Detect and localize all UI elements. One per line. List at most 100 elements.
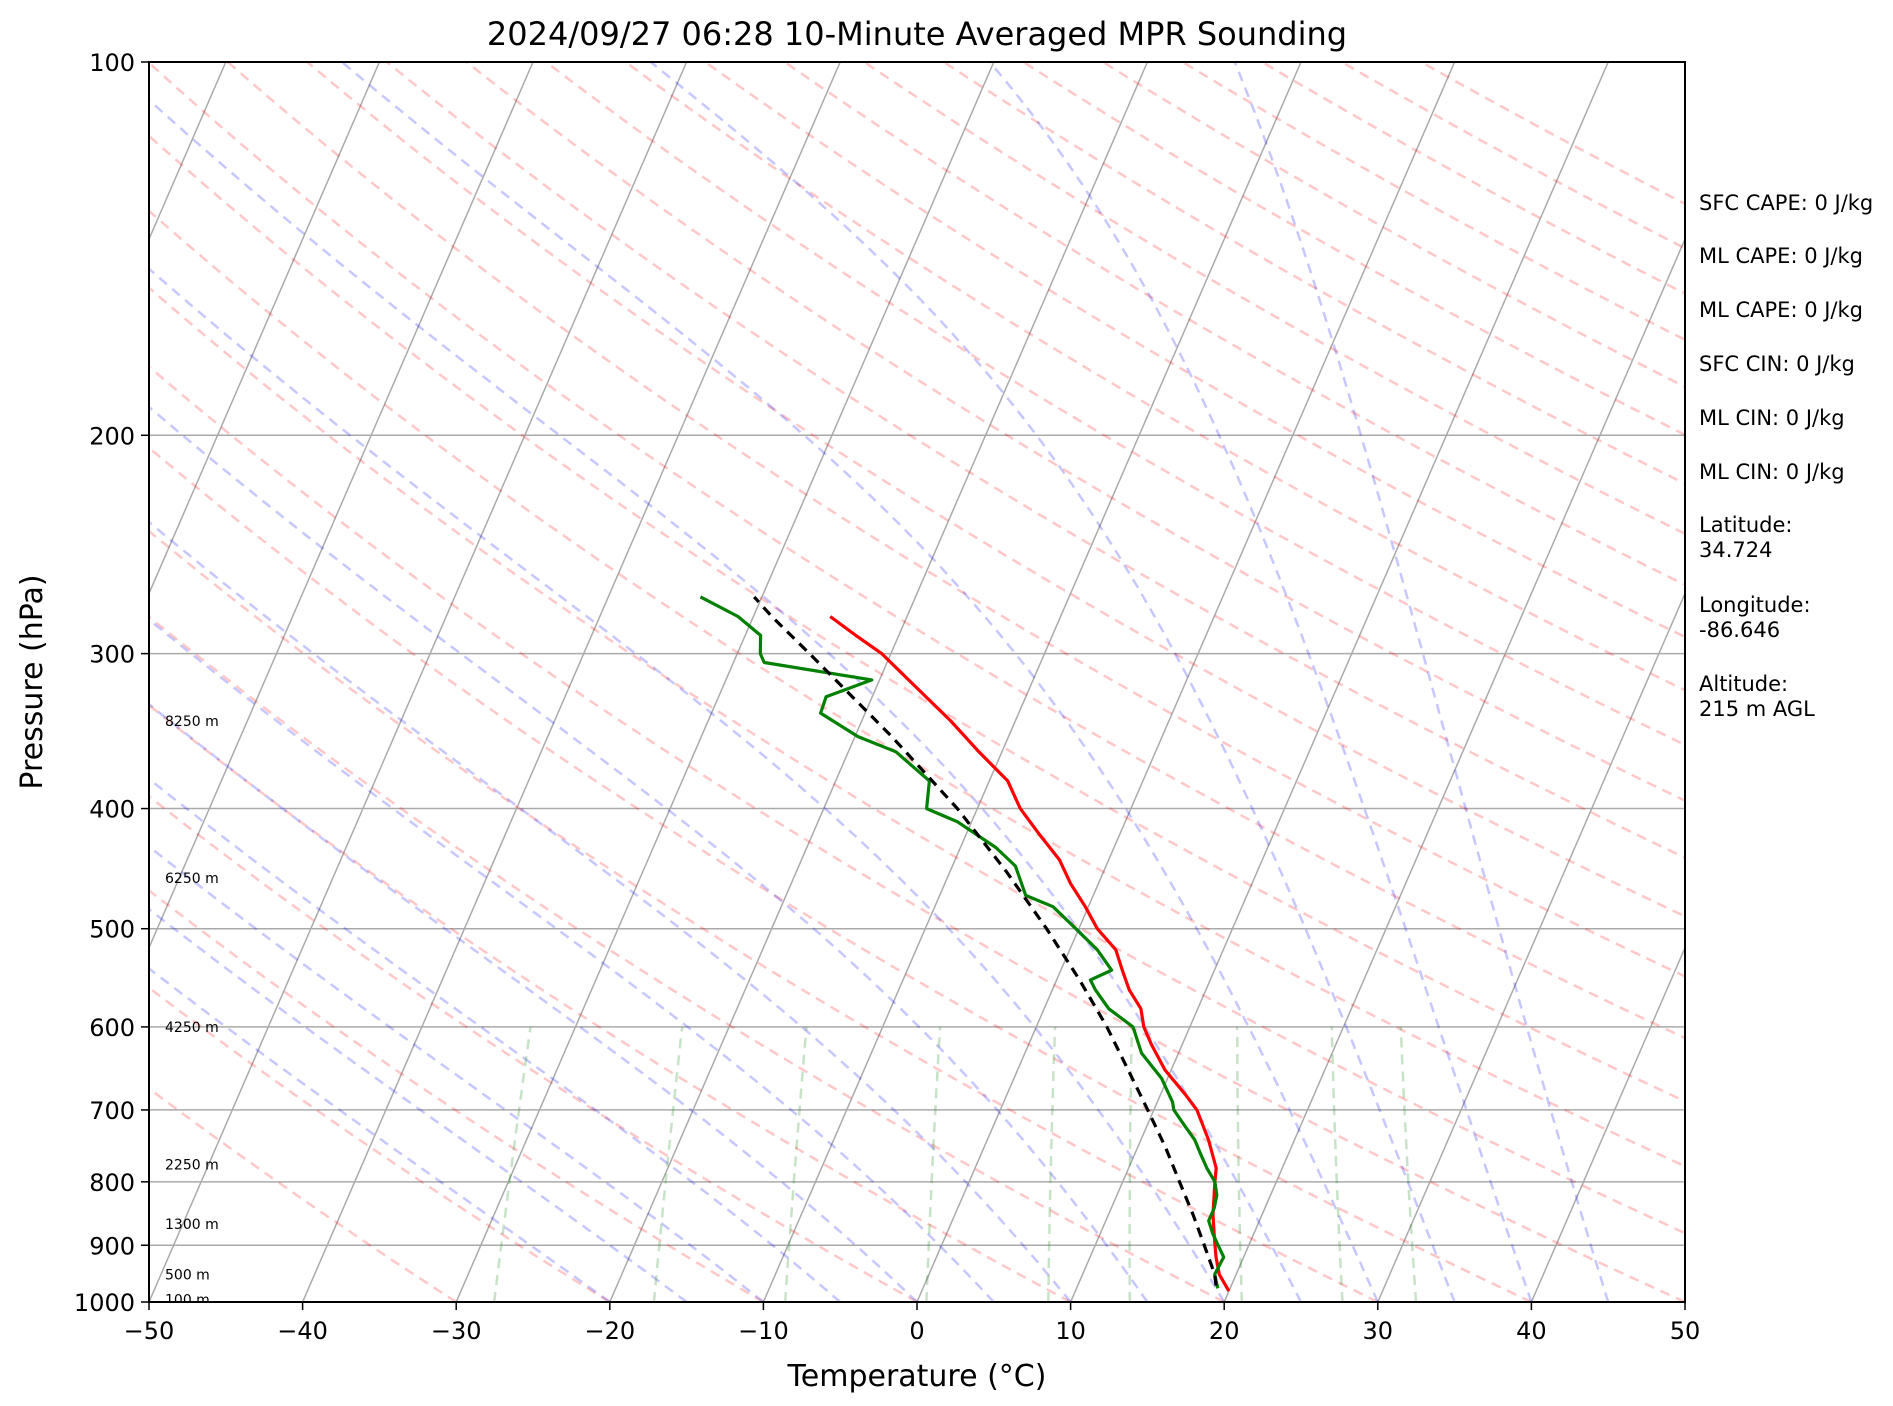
x-tick-label: 30 [1363,1317,1394,1345]
dry-adiabat-line [149,986,611,1302]
info-panel-item: ML CIN: 0 J/kg [1699,460,1845,485]
x-tick-label: −40 [277,1317,328,1345]
dry-adiabat-line [149,446,1532,1302]
dry-adiabat-line [943,62,1685,486]
x-tick-label: −20 [584,1317,635,1345]
x-tick-label: −50 [124,1317,175,1345]
height-label: 2250 m [165,1158,219,1174]
moist-adiabat-line [149,845,765,1302]
info-panel-item: ML CIN: 0 J/kg [1699,406,1845,431]
isotherm-line [149,62,688,1302]
parcel-path-line [753,595,1218,1286]
height-label: 8250 m [165,714,219,730]
x-tick-label: −10 [738,1317,789,1345]
info-panel-item: ML CAPE: 0 J/kg [1699,244,1863,269]
x-tick-label: 10 [1055,1317,1086,1345]
dry-adiabat-line [149,209,1685,1168]
isotherm-line [301,62,841,1302]
dry-adiabat-line [783,62,1685,587]
info-panel-line: ML CAPE: 0 J/kg [1699,298,1864,322]
moist-adiabat-line [149,520,1072,1302]
dry-adiabat-line [624,62,1685,692]
moist-adiabat-line [149,618,995,1302]
moist-adiabat-line [149,267,1226,1302]
moist-adiabat-line [341,62,1379,1302]
y-axis-label: Pressure (hPa) [15,574,50,789]
moist-adiabat-line [149,98,1303,1302]
isotherm-line [1069,62,1609,1302]
info-panel-line: 215 m AGL [1699,697,1815,721]
isotherm-line [149,62,534,950]
x-tick-label: 20 [1209,1317,1240,1345]
dry-adiabat-line [149,134,1685,1103]
info-panel-item: Longitude: -86.646 [1699,593,1811,643]
dry-adiabat-line [149,529,1379,1302]
y-tick-label: 200 [89,422,135,450]
moist-adiabat-line [149,702,918,1302]
x-tick-label: −30 [431,1317,482,1345]
info-panel-item: SFC CAPE: 0 J/kg [1699,191,1873,216]
temperature-profile-line [829,615,1231,1292]
dry-adiabat-line [1102,62,1685,389]
height-label: 6250 m [165,871,219,887]
x-axis-label: Temperature (°C) [787,1359,1047,1394]
grid-layer [149,62,1685,1302]
info-panel-line: Altitude: [1699,672,1789,696]
y-tick-label: 300 [89,641,135,669]
height-label: 500 m [165,1267,210,1283]
y-tick-label: 1000 [74,1289,135,1317]
mixing-ratio-line [652,1026,684,1302]
dry-adiabat-line [149,365,1685,1302]
mixing-ratio-line [1128,1026,1134,1302]
info-panel-item: Latitude: 34.724 [1699,513,1793,563]
moist-adiabat-line [149,777,842,1302]
isotherm-line [455,62,995,1302]
moist-adiabat-line [149,405,1149,1302]
info-panel-item: SFC CIN: 0 J/kg [1699,352,1855,377]
y-tick-label: 100 [89,49,135,77]
y-tick-label: 600 [89,1014,135,1042]
dry-adiabat-line [149,615,1225,1302]
dry-adiabat-line [149,794,918,1302]
dry-adiabat-line [226,62,1685,978]
info-panel-item: Altitude: 215 m AGL [1699,672,1815,722]
dry-adiabat-line [1181,62,1685,342]
dry-adiabat-line [149,62,1685,1040]
dewpoint-profile-line [699,595,1226,1289]
moist-adiabat-line [149,907,688,1302]
chart-title: 2024/09/27 06:28 10-Minute Averaged MPR … [487,15,1347,53]
isotherm-line [609,62,1149,1302]
height-label: 1300 m [165,1217,219,1233]
x-tick-label: 40 [1516,1317,1547,1345]
mixing-ratio-line [492,1026,532,1302]
moist-adiabat-line [149,966,611,1302]
mixing-ratio-line [1047,1026,1057,1302]
tick-layer: −50 −40 −30 −20 −10 0 10 20 30 40 50 100 200 300 400 50… [74,49,1700,1345]
y-tick-label: 800 [89,1169,135,1197]
info-panel-line: ML CAPE: 0 J/kg [1699,244,1864,268]
dry-adiabat-line [386,62,1685,860]
dry-adiabat-line [306,62,1685,918]
info-panel-line: 34.724 [1699,538,1773,562]
info-panel-line: -86.646 [1699,618,1781,642]
info-panel-line: Longitude: [1699,593,1811,617]
moist-adiabat-line [988,62,1533,1302]
dry-adiabat-line [545,62,1685,747]
isotherm-line [762,62,1302,1302]
mixing-ratio-line [1399,1026,1418,1302]
x-tick-label: 0 [909,1317,924,1345]
isotherm-line [1377,591,1685,1302]
y-tick-label: 900 [89,1232,135,1260]
mixing-ratio-line [925,1026,942,1302]
plot-frame [148,61,1686,1303]
info-panel-line: SFC CIN: 0 J/kg [1699,352,1855,376]
data-layer: 100 m 500 m 1300 m 2250 m 4250 m 6250 m 8250 m [165,595,1231,1302]
isotherm-line [149,62,381,596]
info-panel-line: SFC CAPE: 0 J/kg [1699,191,1874,215]
dry-adiabat-line [149,286,1685,1235]
mixing-ratio-line [1235,1026,1244,1302]
dry-adiabat-line [149,703,1072,1302]
dry-adiabat-line [465,62,1685,803]
dry-adiabat-line [149,1087,457,1302]
